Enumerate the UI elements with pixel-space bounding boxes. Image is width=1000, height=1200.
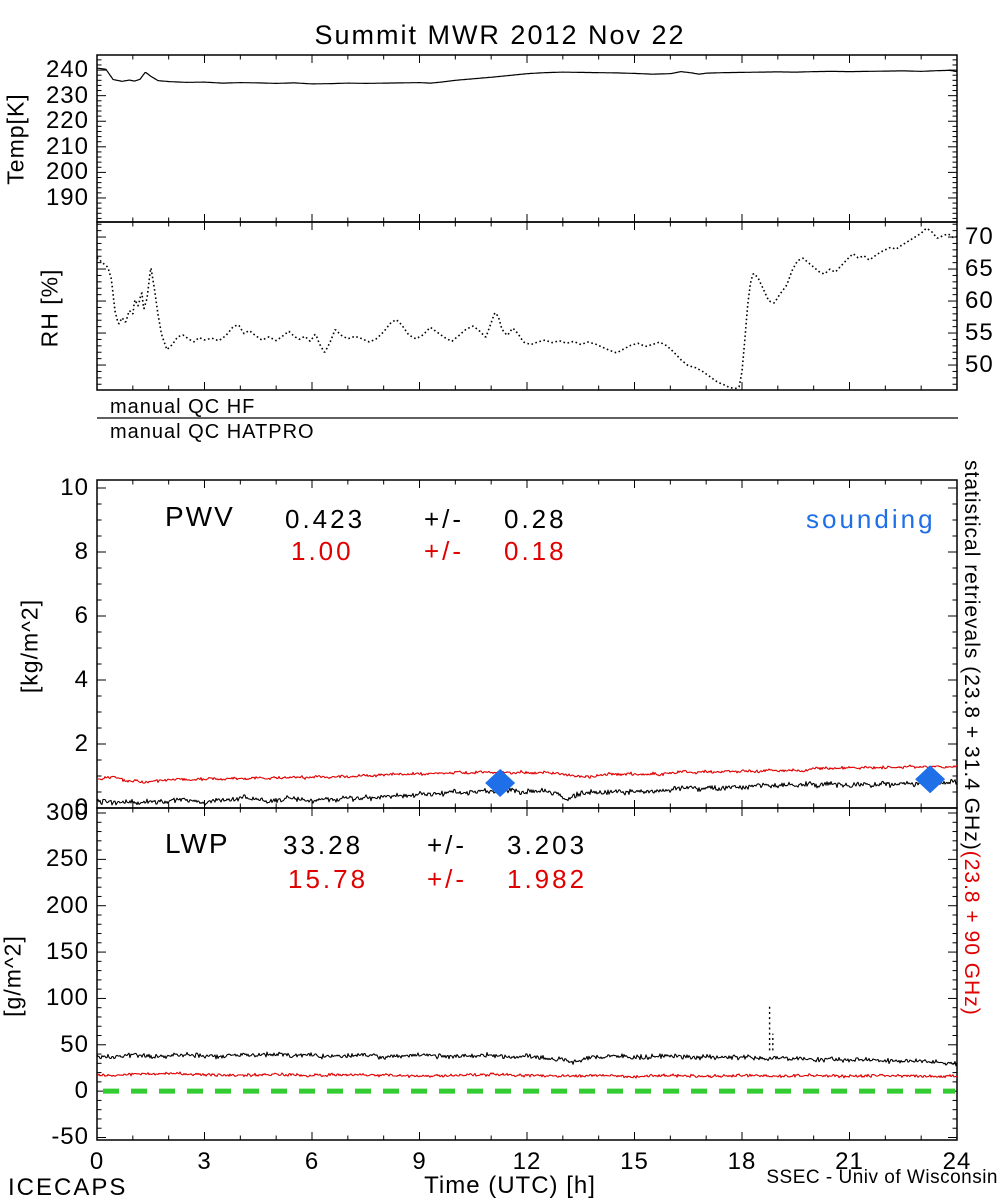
pwv-ytick-label: 2 <box>74 730 89 757</box>
pwv-ytick-label: 0 <box>74 794 89 821</box>
rh-panel-frame <box>96 221 958 391</box>
lwp-sigma-red: 1.982 <box>507 864 588 894</box>
pwv-ytick-label: 10 <box>60 474 89 501</box>
pwv-sigma-red: 0.18 <box>504 536 567 566</box>
lwp-ytick-label: 150 <box>45 938 89 966</box>
temperature-curve <box>96 67 958 85</box>
temp-panel-frame <box>96 54 958 223</box>
lwp-ytick-label: 200 <box>45 891 89 919</box>
x-tick-label: 0 <box>89 1148 105 1175</box>
rh-ytick-label: 70 <box>965 223 994 251</box>
x-tick-label: 24 <box>942 1148 972 1175</box>
pwv-legend-title: PWV <box>165 501 235 532</box>
rh-ytick-label: 50 <box>965 351 994 379</box>
x-tick-label: 12 <box>512 1148 542 1175</box>
lwp-ytick-label: 100 <box>45 984 89 1012</box>
temp-ytick-label: 200 <box>45 158 89 186</box>
page-title: Summit MWR 2012 Nov 22 <box>314 20 686 50</box>
sounding-diamond-marker <box>485 769 516 798</box>
lwp-ytick-label: 250 <box>45 845 89 873</box>
sounding-legend-label: sounding <box>806 504 936 534</box>
lwp-sigma-black: 3.203 <box>507 830 588 860</box>
qc-flag-row-hf: manual QC HF <box>110 396 256 418</box>
pwv-mean-black: 0.423 <box>285 504 366 534</box>
rh-ytick-label: 65 <box>965 255 994 283</box>
x-tick-label: 6 <box>304 1148 320 1175</box>
credit-label: SSEC - Univ of Wisconsin <box>766 1167 998 1188</box>
pwv-hf-curve <box>96 764 958 784</box>
pwv-ytick-label: 6 <box>74 602 89 629</box>
pwv-ytick-label: 8 <box>74 538 89 565</box>
rh-ytick-label: 60 <box>965 287 994 315</box>
pwv-mean-red: 1.00 <box>291 536 354 566</box>
lwp-ytick-label: 0 <box>74 1077 89 1105</box>
lwp-mean-black: 33.28 <box>283 830 364 860</box>
pwv-pm-black: +/- <box>424 504 465 534</box>
pwv-pm-red: +/- <box>424 536 465 566</box>
lwp-ytick-label: 50 <box>60 1030 89 1058</box>
temp-ytick-label: 210 <box>45 132 89 160</box>
temp-ytick-label: 190 <box>45 183 89 211</box>
lwp-ytick-label: -50 <box>51 1123 89 1151</box>
pwv-hatpro-curve <box>96 778 958 806</box>
pwv-ytick-label: 4 <box>74 666 89 693</box>
x-tick-label: 21 <box>835 1148 864 1175</box>
project-label: ICECAPS <box>8 1174 128 1200</box>
temp-ytick-label: 220 <box>45 107 89 135</box>
x-tick-label: 18 <box>727 1148 757 1175</box>
qc-flag-row-hatpro: manual QC HATPRO <box>110 421 315 443</box>
retrieval-side-label-black: statistical retrievals (23.8 + 31.4 GHz) <box>960 460 983 851</box>
rh-ytick-label: 55 <box>965 319 994 347</box>
lwp-hf-curve <box>96 1071 958 1079</box>
x-tick-label: 9 <box>412 1148 427 1175</box>
lwp-ytick-label: 300 <box>45 799 89 826</box>
x-axis-title: Time (UTC) [h] <box>424 1172 596 1199</box>
retrieval-side-label: statistical retrievals (23.8 + 31.4 GHz)… <box>958 460 984 1016</box>
x-tick-label: 3 <box>197 1148 212 1175</box>
pwv-sigma-black: 0.28 <box>504 504 567 534</box>
lwp-pm-red: +/- <box>427 864 468 894</box>
temp-ytick-label: 230 <box>45 81 89 109</box>
rh-curve <box>96 227 958 390</box>
lwp-hatpro-curve <box>96 1051 958 1067</box>
lwp-pm-black: +/- <box>427 830 468 860</box>
lwp-legend-title: LWP <box>165 828 230 859</box>
lwp-mean-red: 15.78 <box>288 864 369 894</box>
retrieval-side-label-red: (23.8 + 90 GHz) <box>960 850 983 1016</box>
rh-y-axis-label: RH [%] <box>36 268 63 348</box>
sounding-diamond-marker <box>915 765 946 794</box>
temp-ytick-label: 240 <box>45 56 89 84</box>
x-tick-label: 15 <box>620 1148 649 1175</box>
